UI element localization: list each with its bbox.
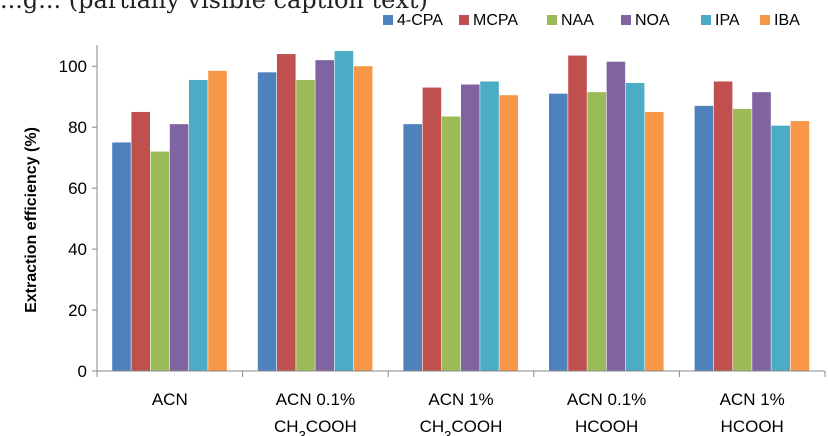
bar-4-cpa-0 [112, 142, 131, 371]
y-tick-label: 80 [68, 118, 87, 137]
caption-fragment: ...g... (partially visible caption text) [0, 0, 428, 14]
y-tick-label: 0 [78, 362, 87, 381]
y-tick-label: 20 [68, 301, 87, 320]
y-tick-label: 60 [68, 179, 87, 198]
x-category-label: ACN 0.1% [276, 390, 355, 409]
axes-group: 0 20 40 60 80 100 ACN ACN 0.1% CH3COOH ACN 1% CH3C… [59, 45, 826, 436]
bar-naa-2 [441, 116, 461, 372]
bar-ipa-0 [189, 79, 208, 371]
x-category-label: HCOOH [721, 417, 784, 436]
legend: 4-CPA MCPA NAA NOA IPA IBA [383, 12, 800, 29]
bar-noa-2 [461, 84, 480, 372]
bar-naa-1 [296, 79, 315, 371]
bar-mcpa-4 [713, 81, 733, 371]
bar-ipa-4 [771, 125, 790, 371]
bar-4-cpa-1 [257, 72, 277, 371]
x-category-label: ACN 1% [428, 390, 493, 409]
legend-label-mcpa: MCPA [473, 12, 518, 29]
bar-4-cpa-3 [549, 93, 568, 372]
legend-swatch-noa [621, 15, 631, 25]
bar-noa-0 [169, 124, 189, 371]
bar-iba-0 [208, 70, 227, 371]
bar-mcpa-1 [277, 54, 296, 372]
bar-iba-3 [645, 111, 664, 371]
bar-ipa-3 [625, 83, 645, 371]
y-axis-label: Extraction efficiency (%) [23, 127, 40, 313]
legend-swatch-mcpa [459, 15, 469, 25]
legend-label-iba: IBA [774, 12, 800, 29]
legend-label-noa: NOA [635, 12, 670, 29]
bar-mcpa-0 [131, 111, 150, 371]
bar-iba-1 [353, 66, 373, 372]
bar-ipa-1 [334, 51, 354, 371]
y-tick-label: 100 [59, 57, 87, 76]
legend-label-4-cpa: 4-CPA [397, 12, 443, 29]
bars-group [112, 51, 810, 372]
x-category-label: CH3COOH [420, 417, 503, 436]
bar-4-cpa-2 [403, 124, 422, 371]
bar-noa-1 [315, 60, 334, 371]
x-category-label: ACN 0.1% [567, 390, 646, 409]
legend-label-ipa: IPA [715, 12, 740, 29]
legend-label-naa: NAA [561, 12, 594, 29]
bar-4-cpa-4 [694, 105, 714, 372]
bar-noa-3 [606, 61, 626, 372]
bar-ipa-2 [480, 81, 499, 371]
legend-swatch-4-cpa [383, 15, 393, 25]
x-category-label: HCOOH [575, 417, 638, 436]
bar-naa-4 [733, 108, 752, 372]
bar-mcpa-2 [422, 87, 442, 371]
bar-noa-4 [752, 92, 771, 371]
legend-swatch-naa [547, 15, 557, 25]
legend-swatch-ipa [701, 15, 711, 25]
bar-iba-2 [499, 95, 518, 371]
bar-iba-4 [790, 121, 810, 371]
x-category-label: CH3COOH [274, 417, 357, 436]
bar-naa-3 [587, 92, 606, 371]
y-tick-label: 40 [68, 240, 87, 259]
bar-naa-0 [150, 151, 170, 371]
x-category-label: ACN [152, 390, 188, 409]
bar-mcpa-3 [568, 55, 587, 371]
legend-swatch-iba [760, 15, 770, 25]
x-category-label: ACN 1% [720, 390, 785, 409]
